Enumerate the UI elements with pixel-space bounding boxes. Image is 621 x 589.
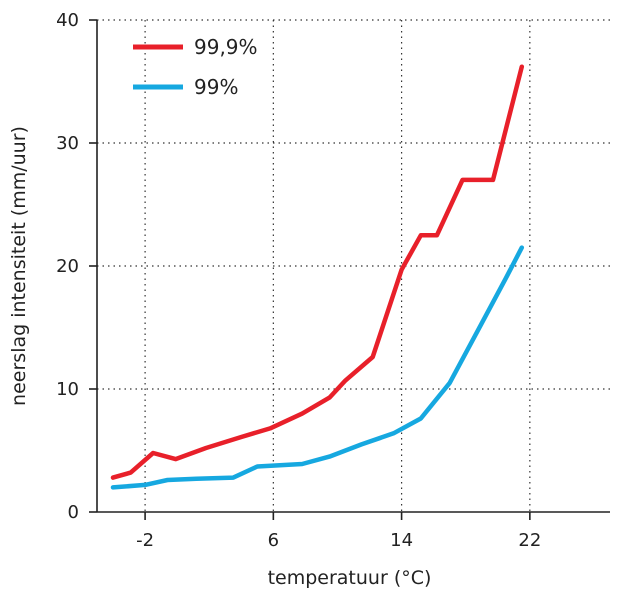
y-tick-label: 40 [56, 10, 79, 31]
legend-label: 99% [194, 75, 238, 99]
y-tick-label: 10 [56, 379, 79, 400]
series-line-blue [110, 245, 525, 490]
y-tick-label: 20 [56, 256, 79, 277]
y-axis-title: neerslag intensiteit (mm/uur) [8, 126, 30, 406]
data-series [110, 64, 525, 490]
y-tick-labels: 0 10 20 30 40 [56, 10, 79, 523]
y-tick-label: 30 [56, 133, 79, 154]
grid-lines [97, 19, 610, 512]
x-tick-labels: -2 6 14 22 [136, 530, 541, 551]
legend: 99,9% 99% [133, 35, 258, 99]
legend-label: 99,9% [194, 35, 258, 59]
x-tick-label: -2 [136, 530, 154, 551]
x-tick-label: 22 [518, 530, 541, 551]
x-axis-title: temperatuur (°C) [268, 567, 432, 589]
x-tick-label: 14 [390, 530, 413, 551]
axes [89, 19, 610, 520]
series-line-red [110, 64, 525, 480]
y-tick-label: 0 [68, 502, 79, 523]
x-tick-label: 6 [268, 530, 279, 551]
